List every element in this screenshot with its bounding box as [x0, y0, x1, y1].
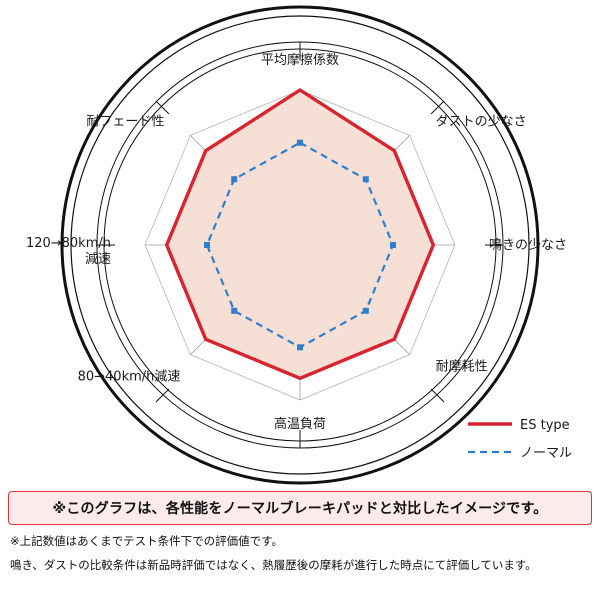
axis-label-5: 高温負荷: [274, 416, 326, 432]
radar-point-marker: [204, 242, 210, 248]
rotor-decoration: [60, 5, 540, 485]
note-line-1: ※上記数値はあくまでテスト条件下での評価値です。: [10, 534, 283, 548]
legend-label-normal: ノーマル: [520, 446, 572, 461]
axis-label-7: 120→80km/h 減速: [26, 236, 111, 267]
radar-point-marker: [362, 307, 369, 314]
chart-legend: ES type ノーマル: [468, 418, 572, 461]
note-line-2: 鳴き、ダストの比較条件は新品時評価ではなく、熱履歴後の摩耗が進行した時点にて評価…: [10, 557, 537, 572]
axis-label-3: 鳴きの少なさ: [489, 238, 567, 253]
radar-series: [164, 88, 435, 380]
radar-point-marker: [231, 176, 238, 183]
radar-polygon-1: [164, 88, 435, 380]
radar-point-marker: [362, 176, 369, 183]
axis-label-1: 平均摩擦係数: [261, 52, 339, 68]
radar-point-marker: [390, 242, 396, 248]
notes-block: ※このグラフは、各性能をノーマルブレーキパッドと対比したイメージです。 ※上記数…: [0, 487, 600, 600]
axis-label-4: 耐摩耗性: [436, 359, 488, 375]
axis-label-8: 耐フェード性: [86, 114, 164, 129]
axis-label-6: 80→40km/h減速: [78, 369, 181, 385]
legend-label-es-type: ES type: [520, 418, 570, 433]
note-banner: ※このグラフは、各性能をノーマルブレーキパッドと対比したイメージです。: [8, 491, 592, 525]
axis-label-2: ダストの少なさ: [436, 114, 527, 129]
note-banner-text: ※このグラフは、各性能をノーマルブレーキパッドと対比したイメージです。: [52, 501, 548, 517]
radar-point-marker: [231, 307, 238, 314]
radar-point-marker: [297, 344, 303, 351]
radar-point-marker: [297, 139, 303, 146]
radar-chart: 平均摩擦係数ダストの少なさ鳴きの少なさ耐摩耗性高温負荷 80→40km/h減速 12…: [26, 5, 572, 485]
